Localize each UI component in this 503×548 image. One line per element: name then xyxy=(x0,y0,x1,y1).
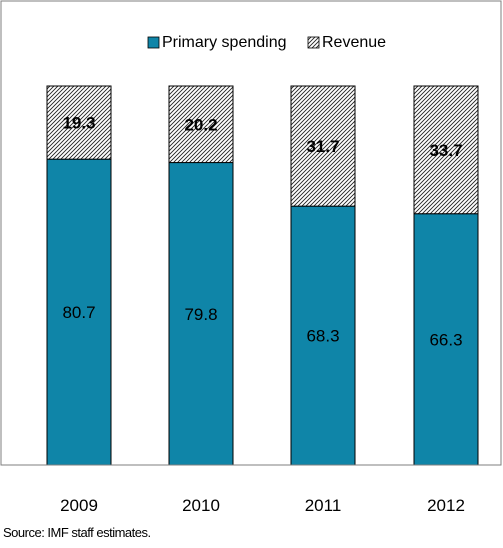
bar-revenue-2010 xyxy=(168,85,234,164)
data-label-primary-spending-2009: 80.7 xyxy=(62,303,95,322)
x-axis-ticks: 2009 2010 2011 2012 xyxy=(60,496,465,515)
data-label-revenue-2009: 19.3 xyxy=(62,114,95,133)
legend: Primary spending Revenue xyxy=(147,34,386,51)
x-tick-label-2010: 2010 xyxy=(182,496,220,515)
data-label-revenue-2012: 33.7 xyxy=(429,141,462,160)
legend-swatch-revenue xyxy=(307,36,320,49)
bar-revenue-2009 xyxy=(46,85,112,160)
bars: 80.7 19.3 79.8 20.2 68.3 31.7 66.3 33.7 xyxy=(46,85,479,466)
source-note: Source: IMF staff estimates. xyxy=(3,525,151,540)
bar-primary-spending-2012 xyxy=(413,213,479,466)
x-tick-label-2011: 2011 xyxy=(305,496,342,515)
data-label-primary-spending-2011: 68.3 xyxy=(306,327,339,346)
data-label-primary-spending-2010: 79.8 xyxy=(184,305,217,324)
legend-label-revenue: Revenue xyxy=(322,34,386,51)
data-label-revenue-2011: 31.7 xyxy=(306,137,339,156)
x-tick-label-2012: 2012 xyxy=(427,496,465,515)
legend-swatch-primary-spending xyxy=(147,36,160,49)
data-label-revenue-2010: 20.2 xyxy=(184,115,217,134)
bar-revenue-2011 xyxy=(290,85,356,207)
x-tick-label-2009: 2009 xyxy=(60,496,98,515)
data-label-primary-spending-2012: 66.3 xyxy=(429,330,462,349)
bar-revenue-2012 xyxy=(413,85,479,215)
legend-label-primary-spending: Primary spending xyxy=(162,34,287,51)
